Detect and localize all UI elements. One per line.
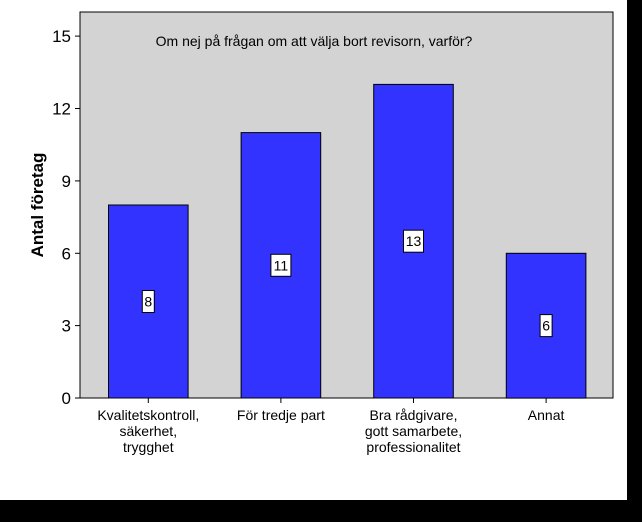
y-tick-label-0: 0 — [62, 389, 71, 408]
y-tick-label-3: 3 — [62, 317, 71, 336]
y-tick-label-6: 6 — [62, 244, 71, 263]
x-axis-labels: Kvalitetskontroll, säkerhet, trygghet För t… — [97, 407, 564, 455]
data-label-box-2 — [270, 253, 292, 277]
y-axis-label: Antal företag — [28, 153, 47, 258]
x-tick-label-1: Kvalitetskontroll, säkerhet, trygghet — [97, 407, 199, 455]
data-label-3: 13 — [406, 233, 422, 249]
data-label-box-4 — [539, 314, 553, 338]
data-label-box-1 — [141, 290, 155, 313]
x-tick-label-4: Annat — [528, 407, 565, 423]
data-labels-layer: 8 11 13 6 — [141, 229, 553, 338]
chart-title: Om nej på frågan om att välja bort revis… — [156, 33, 473, 49]
x-tick-label-2: För tredje part — [237, 407, 325, 423]
y-tick-label-12: 12 — [52, 100, 71, 119]
data-label-2: 11 — [274, 257, 289, 273]
y-axis: 0 3 6 9 12 15 — [52, 27, 547, 408]
data-label-4: 6 — [542, 318, 550, 334]
data-label-box-3 — [403, 229, 424, 253]
y-tick-label-15: 15 — [52, 27, 71, 46]
data-label-1: 8 — [144, 294, 152, 310]
y-tick-label-9: 9 — [62, 172, 71, 191]
x-tick-label-3: Bra rådgivare, gott samarbete, professiona… — [365, 407, 462, 455]
